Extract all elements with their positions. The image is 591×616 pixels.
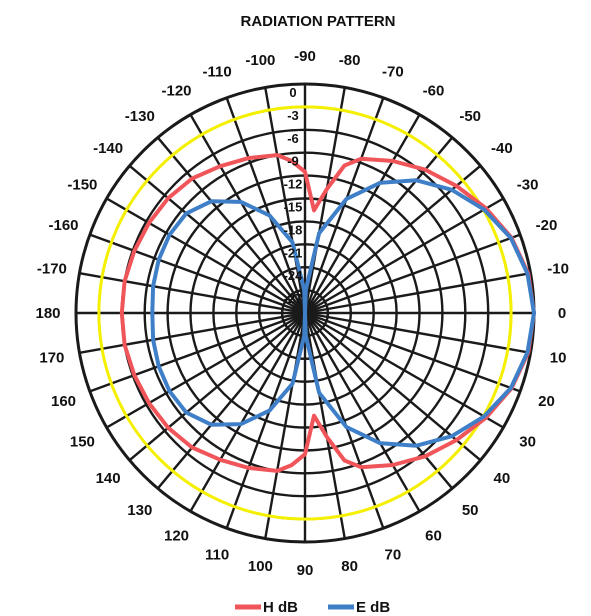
angle-tick-label: -110	[202, 64, 231, 81]
angle-tick-label: -50	[459, 108, 481, 125]
angle-tick-label: -10	[547, 260, 569, 277]
radial-tick-label: -21	[284, 245, 303, 260]
angle-tick-label: 140	[96, 470, 121, 487]
angle-tick-label: -40	[491, 140, 513, 157]
radial-tick-label: -9	[287, 154, 299, 169]
angle-tick-label: 0	[558, 305, 566, 322]
angle-tick-label: -90	[294, 48, 316, 65]
angle-tick-label: -170	[37, 260, 67, 277]
angle-tick-label: 180	[35, 305, 60, 322]
angle-tick-label: 10	[550, 350, 567, 367]
angle-tick-label: 150	[70, 434, 95, 451]
radial-tick-label: -18	[284, 222, 303, 237]
angle-tick-label: -120	[161, 82, 191, 99]
angle-tick-label: 110	[205, 547, 229, 564]
angle-tick-label: -80	[339, 52, 361, 69]
angle-tick-label: -60	[423, 82, 445, 99]
legend-label: H dB	[263, 599, 298, 616]
angle-tick-label: 170	[39, 350, 64, 367]
legend: H dB E dB	[235, 599, 390, 616]
legend-label: E dB	[356, 599, 390, 616]
angle-tick-label: -140	[93, 140, 123, 157]
radial-tick-label: -12	[284, 177, 303, 192]
angle-tick-label: 70	[385, 547, 402, 564]
angle-tick-label: 100	[248, 558, 273, 575]
angle-tick-label: 60	[425, 528, 442, 545]
angle-tick-label: 40	[494, 470, 511, 487]
angle-tick-label: 20	[538, 393, 555, 410]
chart-title: RADIATION PATTERN	[241, 13, 396, 30]
radial-tick-label: -3	[287, 108, 299, 123]
angle-tick-label: -160	[48, 217, 78, 234]
angle-tick-label: 120	[164, 528, 189, 545]
angle-tick-label: 130	[127, 502, 152, 519]
angle-tick-label: 160	[51, 393, 76, 410]
angle-tick-label: -20	[536, 217, 558, 234]
radial-tick-label: -24	[284, 268, 304, 283]
angle-tick-label: -150	[67, 177, 97, 194]
angle-tick-label: -70	[382, 64, 404, 81]
angle-tick-label: 80	[341, 558, 358, 575]
angle-tick-label: 50	[462, 502, 479, 519]
radial-tick-label: -6	[287, 131, 299, 146]
radial-tick-label: -15	[284, 200, 303, 215]
angle-tick-label: -130	[125, 108, 155, 125]
radial-tick-labels: 0 -3 -6 -9 -12 -15 -18 -21 -24 -27	[284, 85, 304, 306]
angle-tick-label: 30	[519, 434, 536, 451]
angle-tick-label: -100	[245, 52, 275, 69]
radial-tick-label: -27	[284, 291, 303, 306]
angle-tick-label: -30	[517, 177, 539, 194]
angle-tick-label: 90	[297, 562, 314, 579]
radial-tick-label: 0	[289, 85, 296, 100]
